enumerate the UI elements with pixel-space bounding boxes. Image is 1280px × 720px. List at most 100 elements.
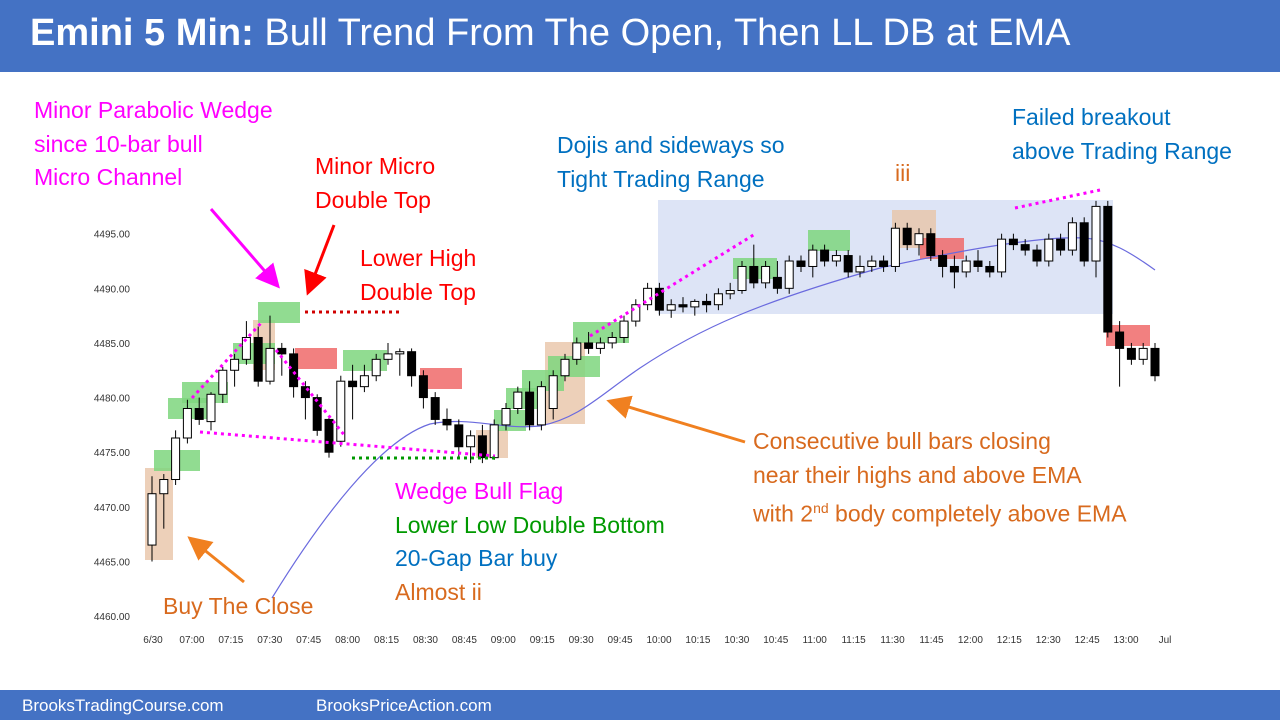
bull-candle (914, 233, 924, 246)
annotation-line: Double Top (315, 186, 431, 213)
bull-candle (808, 249, 818, 267)
annotation-line: iii (895, 160, 911, 186)
bear-candle (1126, 347, 1136, 360)
x-tick-label: 13:00 (1114, 635, 1139, 646)
annotation-line: Buy The Close (163, 593, 314, 619)
x-tick-label: 12:45 (1075, 635, 1100, 646)
bull-candle (466, 435, 476, 448)
x-tick-label: 11:30 (880, 635, 905, 646)
bull-candle (737, 265, 747, 292)
y-tick-label: 4490.00 (94, 284, 131, 295)
bear-candle (1020, 244, 1030, 251)
footer-link-trading-course[interactable]: BrooksTradingCourse.com (22, 696, 224, 715)
page-title: Emini 5 Min: Bull Trend From The Open, T… (30, 12, 1070, 55)
bear-candle (843, 255, 853, 273)
bull-candle (1067, 222, 1077, 251)
annotation-text: body completely above EMA (828, 500, 1127, 527)
y-tick-label: 4470.00 (94, 503, 131, 514)
bull-candle (1091, 205, 1101, 262)
bear-candle (348, 380, 358, 388)
bull-candle (383, 353, 393, 360)
annotation-iii: iii (895, 157, 910, 191)
bear-candle (477, 435, 487, 459)
bull-candle (572, 342, 582, 360)
bear-candle (430, 397, 440, 420)
annotation-line: since 10-bar bull (34, 130, 203, 157)
bear-candle (749, 265, 759, 284)
footer-link-price-action[interactable]: BrooksPriceAction.com (316, 696, 492, 715)
y-tick-label: 4495.00 (94, 230, 131, 241)
bear-candle (678, 304, 688, 308)
annotation-failed-breakout: Failed breakout above Trading Range (1012, 101, 1232, 168)
annotation-lower-low-db: Lower Low Double Bottom (395, 511, 665, 538)
annotation-line: Failed breakout (1012, 104, 1171, 130)
arrows (187, 208, 746, 584)
bear-candle (442, 418, 452, 426)
bull-candle (666, 304, 676, 311)
bear-zone (420, 368, 462, 389)
trend-lines (190, 188, 1101, 460)
y-tick-label: 4460.00 (94, 612, 131, 623)
bull-candle (713, 293, 723, 306)
bull-candle (241, 336, 251, 360)
bull-candle (890, 227, 900, 267)
bear-candle (1008, 238, 1018, 246)
bear-candle (938, 255, 948, 267)
annotation-line: Lower High (360, 245, 477, 271)
x-tick-label: 10:45 (763, 635, 788, 646)
bear-candle (1150, 347, 1160, 377)
bull-candle (147, 493, 157, 546)
channel-line (589, 232, 756, 338)
y-tick-label: 4475.00 (94, 448, 131, 459)
bull-candle (997, 238, 1007, 273)
x-tick-label: 6/30 (143, 635, 163, 646)
breakout-line (1014, 188, 1101, 210)
bull-candle (1138, 347, 1148, 360)
bull-candle (725, 290, 735, 295)
bull-candle (631, 304, 641, 322)
y-tick-label: 4480.00 (94, 394, 131, 405)
bear-candle (312, 397, 322, 431)
bear-zone (295, 348, 337, 369)
buy-close-arrow (187, 536, 245, 584)
bear-candle (1115, 331, 1125, 349)
bear-candle (796, 260, 806, 267)
x-tick-label: 08:45 (452, 635, 477, 646)
bear-candle (926, 233, 936, 257)
x-tick-label: 09:30 (569, 635, 594, 646)
y-axis: 4460.00 4465.00 4470.00 4475.00 4480.00 4485.… (94, 230, 131, 623)
annotation-line: Micro Channel (34, 164, 183, 190)
bear-candle (702, 300, 712, 306)
footer-bar: BrooksTradingCourse.com BrooksPriceActio… (0, 690, 1280, 720)
annotation-text: with 2 (753, 500, 814, 527)
x-tick-label: 12:00 (958, 635, 983, 646)
x-tick-label: 10:30 (724, 635, 749, 646)
wedge-upper-line (190, 320, 264, 400)
annotation-wedge-bull-flag: Wedge Bull Flag (395, 478, 564, 504)
bull-candle (371, 358, 381, 377)
ema-line (271, 237, 1156, 599)
bull-candle (761, 265, 771, 284)
title-bold: Emini 5 Min: (30, 12, 254, 54)
x-tick-label: Jul (1159, 635, 1172, 646)
bull-zone (258, 302, 300, 323)
bull-candle (171, 437, 181, 481)
wedge-arrow (209, 208, 280, 289)
x-tick-label: 07:30 (257, 635, 282, 646)
bull-candle (560, 358, 570, 377)
bull-candle (359, 375, 369, 388)
x-axis: 6/30 07:00 07:15 07:30 07:45 08:00 08:15 08:30 0… (143, 635, 1171, 646)
bull-candle (1044, 238, 1054, 262)
x-tick-label: 08:15 (374, 635, 399, 646)
annotation-line: near their highs and above EMA (753, 461, 1082, 488)
x-tick-label: 10:00 (646, 635, 671, 646)
x-tick-label: 11:45 (919, 635, 944, 646)
bull-candle (690, 300, 700, 308)
bear-candle (253, 336, 263, 382)
bear-candle (300, 386, 310, 399)
bear-candle (277, 347, 287, 355)
annotation-almost-ii: Almost ii (395, 578, 482, 605)
y-tick-label: 4485.00 (94, 339, 131, 350)
annotation-signals: Wedge Bull Flag Lower Low Double Bottom … (395, 475, 665, 609)
annotation-micro-double-top: Minor Micro Double Top (315, 150, 435, 217)
